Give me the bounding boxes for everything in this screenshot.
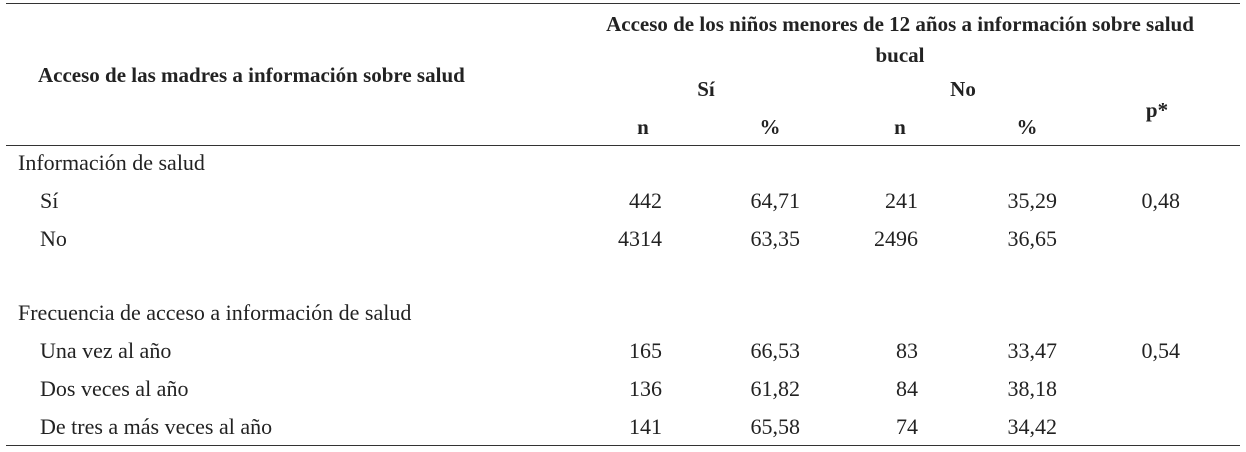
row-label: Una vez al año: [40, 338, 172, 363]
cell: 4314: [618, 226, 662, 251]
cell: 61,82: [750, 376, 801, 401]
cell: 34,42: [1007, 414, 1058, 439]
cell: 2496: [874, 226, 918, 251]
cell: 241: [885, 188, 918, 213]
bottom-rule: [6, 445, 1240, 446]
p-value: 0,54: [1141, 338, 1181, 363]
top-rule: [6, 3, 1240, 4]
column-header: %: [759, 115, 781, 139]
row-label: De tres a más veces al año: [40, 414, 273, 439]
cell: 65,58: [750, 414, 801, 439]
column-header: n: [637, 115, 649, 139]
subgroup-header: Sí: [697, 77, 715, 101]
cell: 74: [896, 414, 918, 439]
subgroup-header: No: [950, 77, 976, 101]
column-header: n: [894, 115, 906, 139]
cell: 141: [629, 414, 662, 439]
section-title: Frecuencia de acceso a información de sa…: [18, 300, 412, 325]
row-label: Dos veces al año: [40, 376, 189, 401]
row-label: No: [40, 226, 67, 251]
p-header: p*: [1145, 98, 1169, 122]
row-label-header: Acceso de las madres a información sobre…: [38, 63, 465, 87]
cell: 83: [896, 338, 918, 363]
header-rule: [6, 145, 1240, 146]
cell: 136: [629, 376, 662, 401]
cell: 442: [629, 188, 662, 213]
cell: 165: [629, 338, 662, 363]
p-value: 0,48: [1141, 188, 1181, 213]
section-title: Información de salud: [18, 150, 205, 175]
cell: 84: [896, 376, 918, 401]
cell: 66,53: [750, 338, 801, 363]
cell: 35,29: [1007, 188, 1058, 213]
cell: 63,35: [750, 226, 801, 251]
cell: 38,18: [1007, 376, 1058, 401]
row-label: Sí: [40, 188, 59, 213]
cell: 64,71: [750, 188, 801, 213]
cell: 36,65: [1007, 226, 1058, 251]
column-header: %: [1016, 115, 1038, 139]
group-header: Acceso de los niños menores de 12 años a…: [606, 12, 1194, 67]
cell: 33,47: [1007, 338, 1058, 363]
